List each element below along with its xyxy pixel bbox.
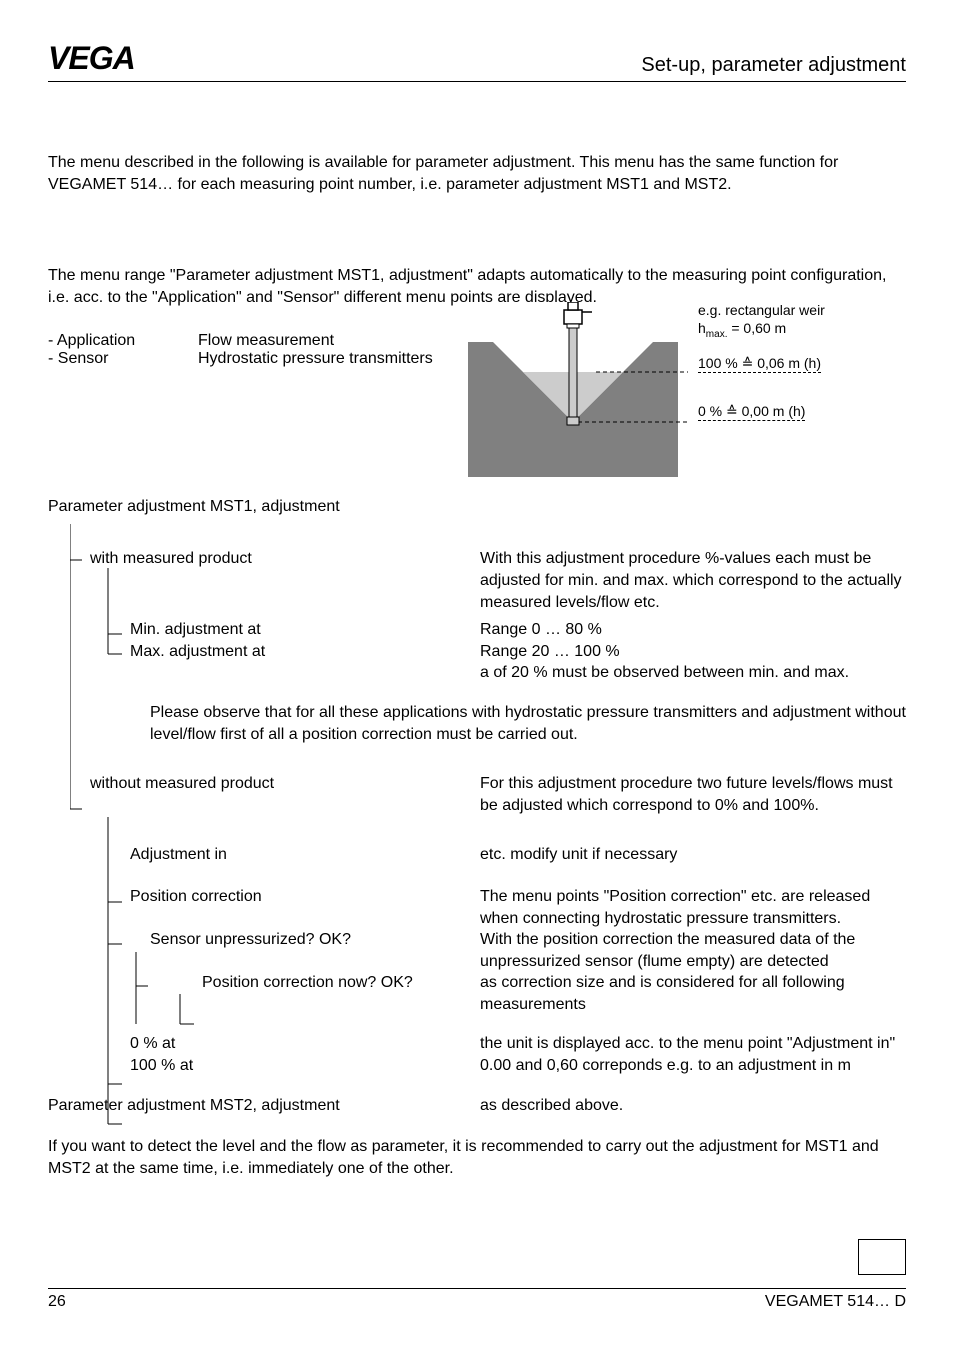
tree-poscorr-label: Position correction [70, 886, 480, 929]
weir-diagram: e.g. rectangular weir hmax. = 0,60 m 100… [468, 302, 918, 487]
tree-sensor-unp-label: Sensor unpressurized? OK? [70, 929, 480, 972]
mst2-right: as described above. [480, 1095, 906, 1117]
hmax-sub: max. [706, 329, 728, 340]
config-block: - Application Flow measurement - Sensor … [48, 332, 906, 368]
tree-adj-in-label: Adjustment in [70, 844, 480, 866]
brand-logo: VEGA [48, 40, 135, 77]
tree-without-label: without measured product [70, 773, 480, 816]
config-app-value: Flow measurement [198, 332, 334, 350]
tree-without-desc: For this adjustment procedure two future… [480, 773, 906, 816]
tree-max-desc2: a of 20 % must be observed between min. … [480, 662, 906, 684]
closing-paragraph: If you want to detect the level and the … [48, 1136, 906, 1179]
config-app-label: - Application [48, 332, 198, 350]
page-footer: 26 VEGAMET 514… D [48, 1288, 906, 1311]
mst2-left: Parameter adjustment MST2, adjustment [48, 1095, 480, 1117]
diagram-0-label: 0 % ≙ 0,00 m (h) [698, 403, 825, 421]
menu-tree: with measured product With this adjustme… [70, 524, 906, 1076]
tree-adj-in-desc: etc. modify unit if necessary [480, 844, 906, 866]
page-header: VEGA Set-up, parameter adjustment [48, 40, 906, 82]
tree-100pct-desc: 0.00 and 0,60 correponds e.g. to an adju… [480, 1055, 906, 1077]
tree-min-label: Min. adjustment at [70, 619, 480, 641]
footer-box [858, 1239, 906, 1275]
config-sensor-label: - Sensor [48, 350, 198, 368]
header-title: Set-up, parameter adjustment [641, 54, 906, 77]
tree-title: Parameter adjustment MST1, adjustment [48, 498, 906, 516]
intro-paragraph: The menu described in the following is a… [48, 152, 906, 195]
doc-id: VEGAMET 514… D [765, 1293, 906, 1311]
diagram-eg-label: e.g. rectangular weir [698, 302, 825, 320]
l100-text: 100 % ≙ 0,06 m (h) [698, 355, 821, 373]
tree-note: Please observe that for all these applic… [70, 702, 906, 745]
tree-sensor-unp-desc: With the position correction the measure… [480, 929, 906, 972]
tree-posnow-label: Position correction now? OK? [70, 972, 480, 1015]
hmax-prefix: h [698, 320, 706, 336]
tree-with-label: with measured product [70, 548, 480, 613]
hmax-suffix: = 0,60 m [727, 320, 786, 336]
mst2-row: Parameter adjustment MST2, adjustment as… [48, 1095, 906, 1117]
diagram-hmax-label: hmax. = 0,60 m [698, 320, 825, 341]
tree-100pct-label: 100 % at [70, 1055, 480, 1077]
tree-0pct-desc: the unit is displayed acc. to the menu p… [480, 1033, 906, 1055]
tree-poscorr-desc: The menu points "Position correction" et… [480, 886, 906, 929]
tree-posnow-desc: as correction size and is considered for… [480, 972, 906, 1015]
tree-min-desc: Range 0 … 80 % [480, 619, 906, 641]
tree-max-label: Max. adjustment at [70, 641, 480, 684]
tree-0pct-label: 0 % at [70, 1033, 480, 1055]
tree-max-desc1: Range 20 … 100 % [480, 641, 906, 663]
page-number: 26 [48, 1293, 66, 1311]
weir-svg [468, 302, 688, 487]
diagram-100-label: 100 % ≙ 0,06 m (h) [698, 355, 825, 373]
tree-with-desc: With this adjustment procedure %-values … [480, 548, 906, 613]
l0-text: 0 % ≙ 0,00 m (h) [698, 403, 805, 421]
config-sensor-value: Hydrostatic pressure transmitters [198, 350, 433, 368]
